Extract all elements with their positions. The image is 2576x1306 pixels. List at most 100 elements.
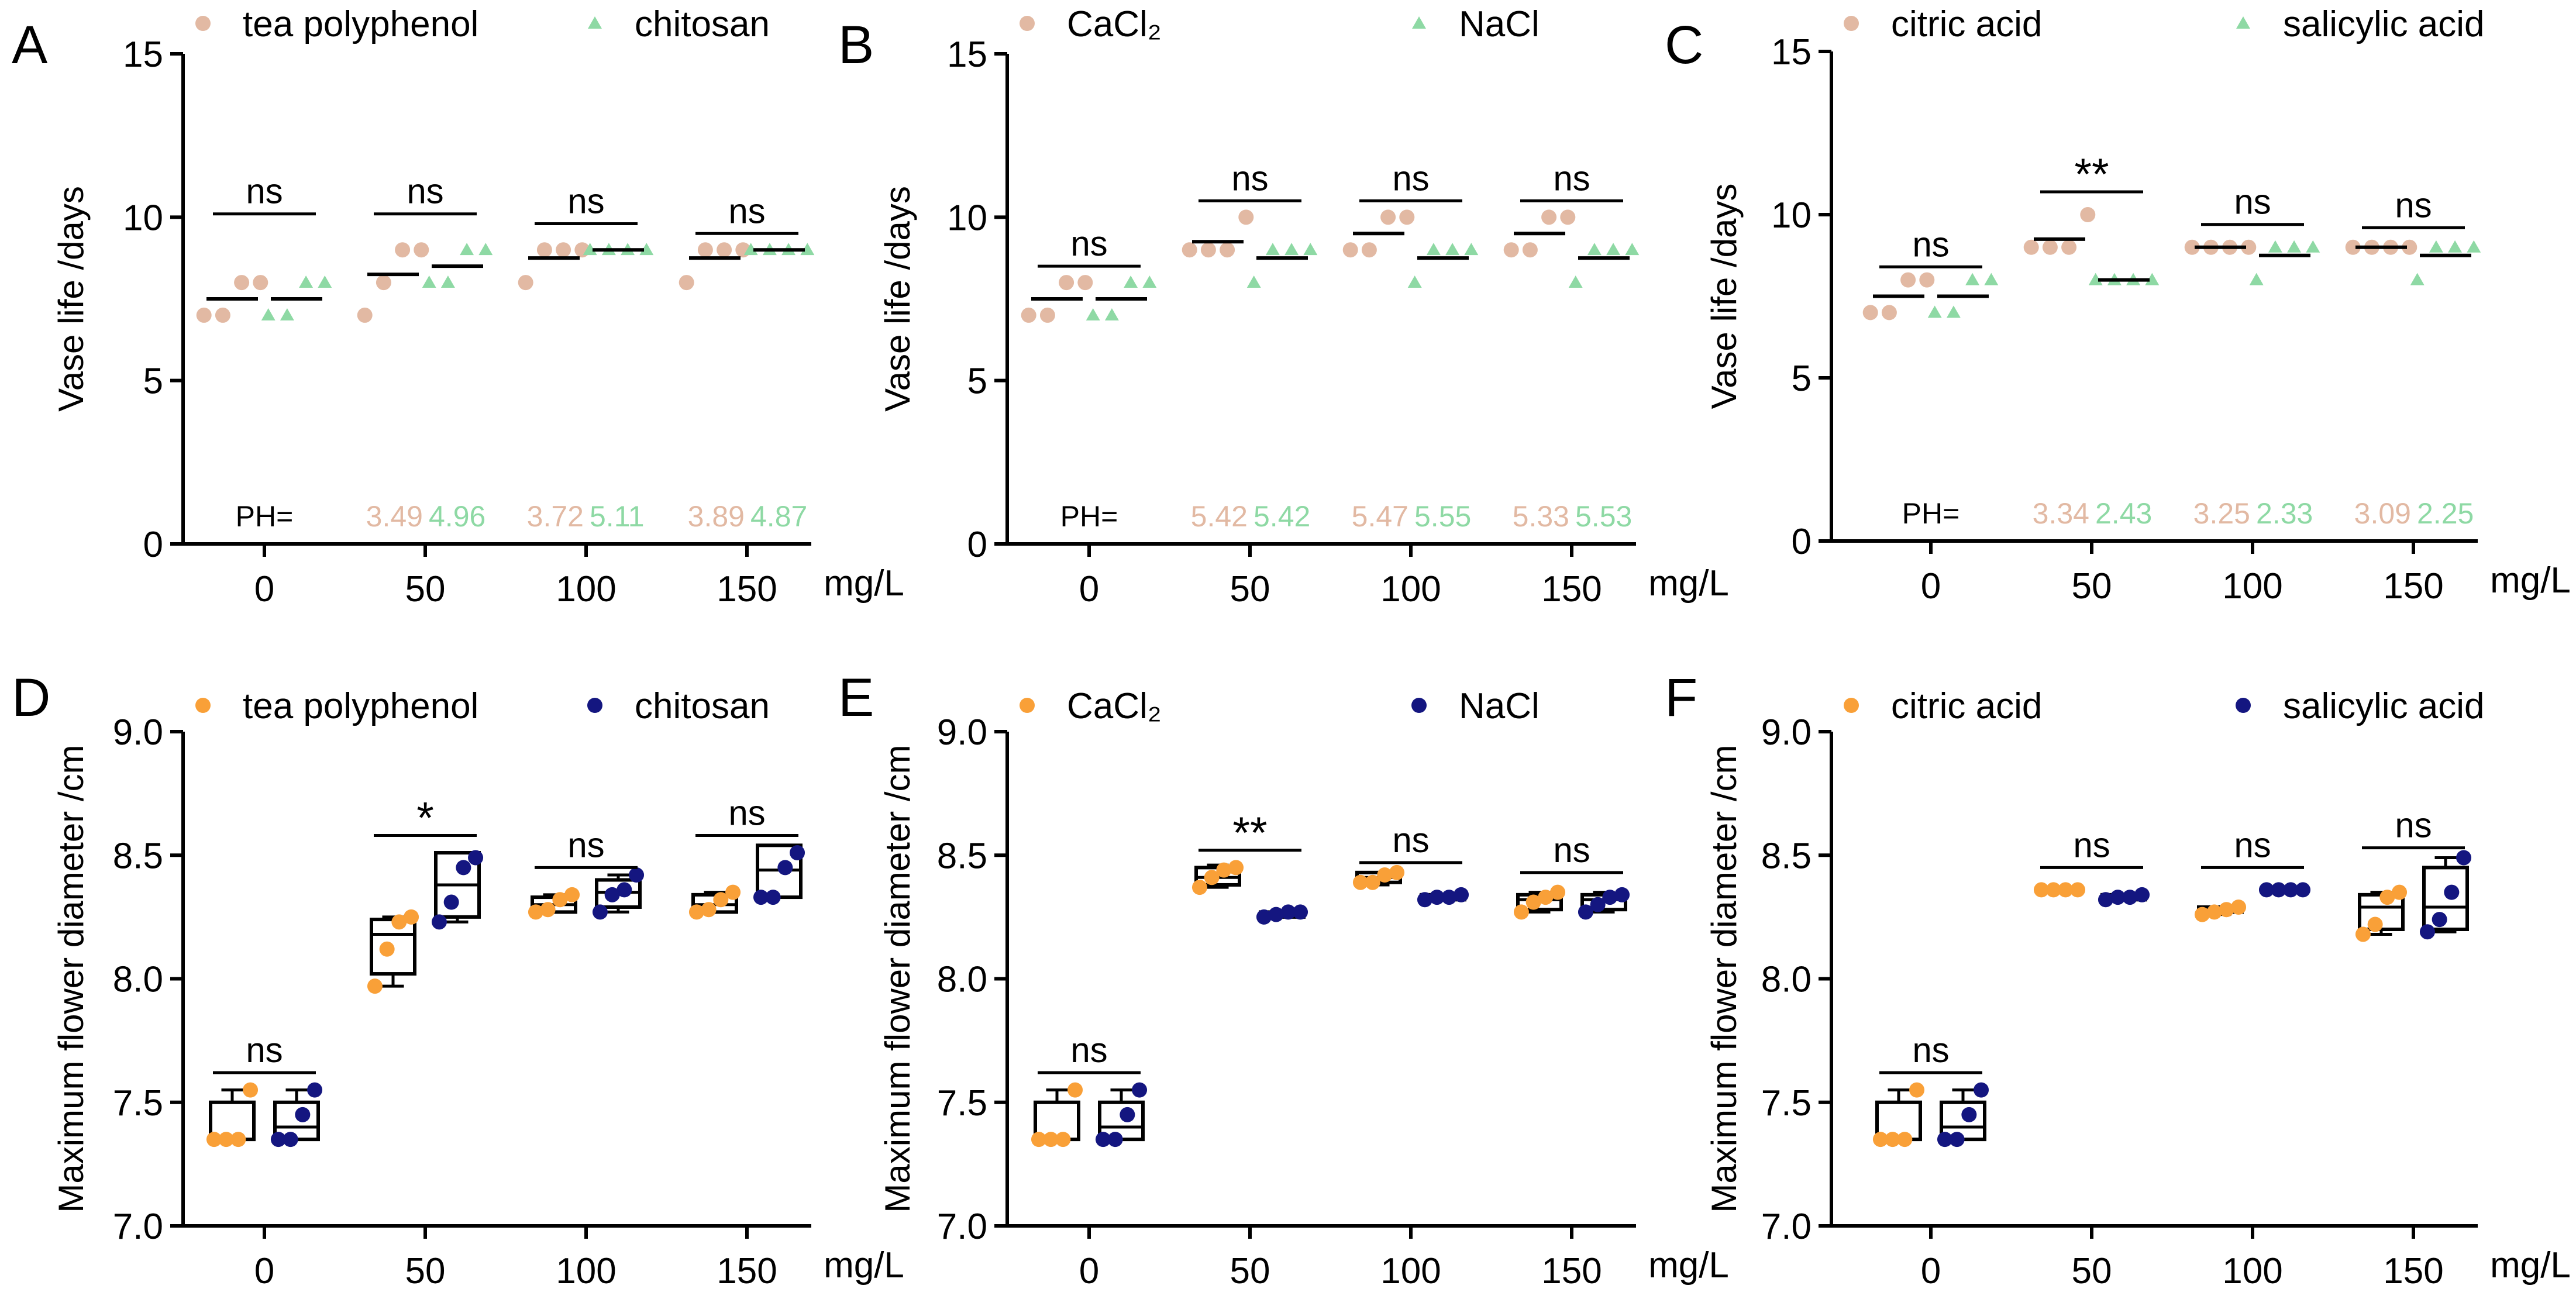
- data-point: [604, 887, 620, 902]
- data-point: [1077, 275, 1093, 291]
- data-point: [443, 894, 459, 910]
- data-point: [592, 904, 608, 920]
- data-point: [218, 1132, 234, 1148]
- data-point: [777, 860, 793, 876]
- data-point: [2145, 273, 2160, 285]
- y-tick-label: 8.0: [113, 960, 163, 1000]
- data-point: [552, 892, 568, 908]
- ph-value: 2.25: [2417, 497, 2474, 530]
- x-tick-label: 50: [1230, 1251, 1270, 1291]
- data-point: [1568, 275, 1583, 288]
- data-point: [1919, 272, 1935, 288]
- panel-letter: E: [838, 668, 874, 728]
- ph-value: 3.09: [2354, 497, 2411, 530]
- x-tick-label: 0: [1921, 1251, 1941, 1291]
- data-point: [1937, 1132, 1952, 1148]
- data-point: [2271, 882, 2286, 898]
- data-point: [583, 243, 597, 256]
- panel-letter: F: [1665, 668, 1697, 728]
- data-point: [1587, 243, 1602, 256]
- y-axis-label: Maximum flower diameter /cm: [878, 745, 917, 1212]
- data-point: [307, 1082, 323, 1098]
- data-point: [1142, 275, 1157, 288]
- data-point: [1352, 874, 1368, 890]
- data-point: [1949, 1132, 1965, 1148]
- data-point: [2098, 892, 2113, 908]
- data-point: [1541, 209, 1557, 225]
- data-point: [790, 845, 805, 861]
- y-tick-label: 0: [143, 525, 163, 565]
- data-point: [528, 904, 543, 920]
- data-point: [456, 860, 471, 876]
- legend-marker: [1020, 16, 1035, 31]
- data-point: [2379, 890, 2395, 905]
- significance-label: ns: [2395, 806, 2432, 845]
- legend-label: salicylic acid: [2283, 686, 2485, 726]
- y-tick-label: 10: [123, 198, 163, 238]
- y-tick-label: 8.0: [937, 960, 987, 1000]
- x-unit-label: mg/L: [1648, 1245, 1729, 1286]
- legend-label: tea polyphenol: [243, 4, 478, 44]
- y-tick-label: 15: [1771, 32, 1812, 73]
- data-point: [1361, 242, 1377, 258]
- data-point: [1454, 887, 1469, 902]
- data-point: [1377, 867, 1393, 883]
- data-point: [234, 275, 250, 291]
- data-point: [679, 275, 694, 291]
- data-point: [2345, 239, 2361, 255]
- significance-label: **: [1232, 808, 1267, 858]
- ph-label: PH=: [236, 500, 294, 533]
- ph-value: 5.33: [1513, 500, 1569, 533]
- data-point: [270, 1132, 286, 1148]
- x-tick-label: 0: [254, 569, 274, 609]
- ph-value: 5.11: [590, 500, 645, 533]
- panel-b: B 0 5 10 15 Vase life /days 0 50 100 150 mg/L CaCl₂…: [838, 4, 1729, 609]
- legend-marker: [2236, 698, 2251, 713]
- ph-value: 2.43: [2095, 497, 2152, 530]
- significance-label: ns: [246, 1031, 283, 1070]
- panel-letter: B: [838, 15, 874, 75]
- y-tick-label: 7.0: [113, 1207, 163, 1247]
- significance-label: ns: [1231, 158, 1268, 198]
- data-point: [1625, 243, 1640, 256]
- data-point: [1961, 1107, 1977, 1122]
- legend-marker: [195, 698, 211, 713]
- significance-label: *: [416, 793, 434, 843]
- data-point: [468, 850, 484, 866]
- data-point: [1429, 890, 1445, 905]
- significance-label: ns: [407, 172, 443, 211]
- data-point: [1407, 275, 1422, 288]
- y-tick-label: 8.5: [1761, 836, 1812, 876]
- data-point: [688, 904, 704, 920]
- data-point: [2070, 882, 2086, 898]
- y-tick-label: 15: [123, 35, 163, 75]
- data-point: [2295, 882, 2311, 898]
- data-point: [1897, 1132, 1913, 1148]
- ph-value: 3.49: [366, 500, 423, 533]
- significance-label: ns: [1553, 831, 1590, 870]
- legend-label: citric acid: [1891, 4, 2042, 44]
- data-point: [243, 1082, 259, 1098]
- data-point: [1513, 904, 1529, 920]
- x-tick-label: 150: [717, 1251, 777, 1291]
- data-point: [1974, 1082, 1989, 1098]
- data-point: [440, 275, 455, 288]
- data-point: [536, 242, 552, 258]
- data-point: [2367, 916, 2383, 932]
- data-point: [1055, 1132, 1071, 1148]
- series-1: [270, 843, 805, 1148]
- data-point: [2448, 240, 2463, 253]
- legend-marker: [2236, 16, 2250, 29]
- y-axis-label: Vase life /days: [51, 186, 91, 412]
- data-point: [2110, 890, 2126, 905]
- data-point: [2194, 907, 2210, 922]
- x-tick-label: 150: [1541, 1251, 1602, 1291]
- x-tick-label: 0: [1921, 566, 1941, 607]
- data-point: [1059, 275, 1075, 291]
- significance-label: ns: [1912, 225, 1949, 264]
- panel-letter: D: [12, 668, 50, 728]
- legend-marker: [588, 16, 602, 29]
- data-point: [1204, 870, 1220, 885]
- data-point: [556, 242, 571, 258]
- data-point: [2467, 240, 2481, 253]
